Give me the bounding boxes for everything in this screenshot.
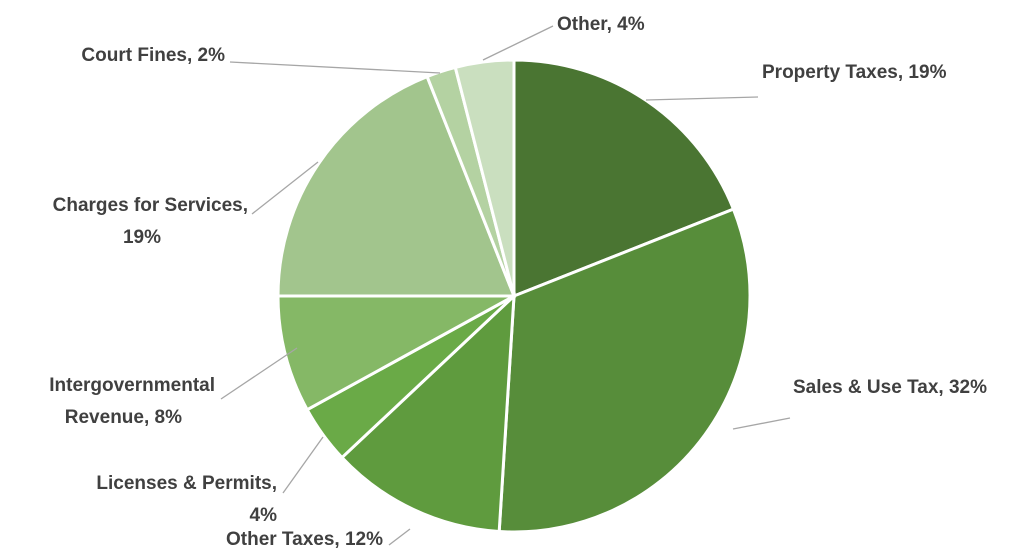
data-label-other: Other, 4% <box>557 14 645 35</box>
pie-slice-sales-use-tax <box>497 207 752 534</box>
leader-line-property-taxes <box>645 96 759 101</box>
leader-line-licenses-permits <box>282 436 324 494</box>
pie-slice-other <box>453 58 516 297</box>
pie-slice-other-taxes <box>339 292 516 534</box>
leader-line-charges-for-services <box>251 161 319 215</box>
data-label-licenses-permits: 4% <box>250 505 278 526</box>
pie-slice-charges-for-services <box>276 74 517 298</box>
data-label-intergovernmental-revenue: Revenue, 8% <box>65 407 182 428</box>
data-label-court-fines: Court Fines, 2% <box>81 45 225 66</box>
pie-slices <box>276 58 752 534</box>
data-label-intergovernmental-revenue: Intergovernmental <box>49 375 215 396</box>
data-label-property-taxes: Property Taxes, 19% <box>762 62 947 83</box>
leader-line-court-fines <box>229 61 441 74</box>
data-label-other-taxes: Other Taxes, 12% <box>226 529 383 550</box>
data-label-charges-for-services: Charges for Services, <box>53 195 248 216</box>
leader-line-other-taxes <box>388 528 411 546</box>
leader-lines <box>220 25 791 546</box>
data-labels: Property Taxes, 19% Sales & Use Tax, 32% O… <box>49 14 987 550</box>
leader-line-intergovernmental-revenue <box>220 347 298 400</box>
pie-slice-intergovernmental-revenue <box>276 294 515 412</box>
leader-line-sales-use-tax <box>732 417 791 430</box>
pie-slice-property-taxes <box>512 58 736 299</box>
leader-line-other <box>482 25 554 61</box>
data-label-sales-use-tax: Sales & Use Tax, 32% <box>793 377 987 398</box>
data-label-licenses-permits: Licenses & Permits, <box>96 473 277 494</box>
data-label-charges-for-services: 19% <box>123 227 161 248</box>
